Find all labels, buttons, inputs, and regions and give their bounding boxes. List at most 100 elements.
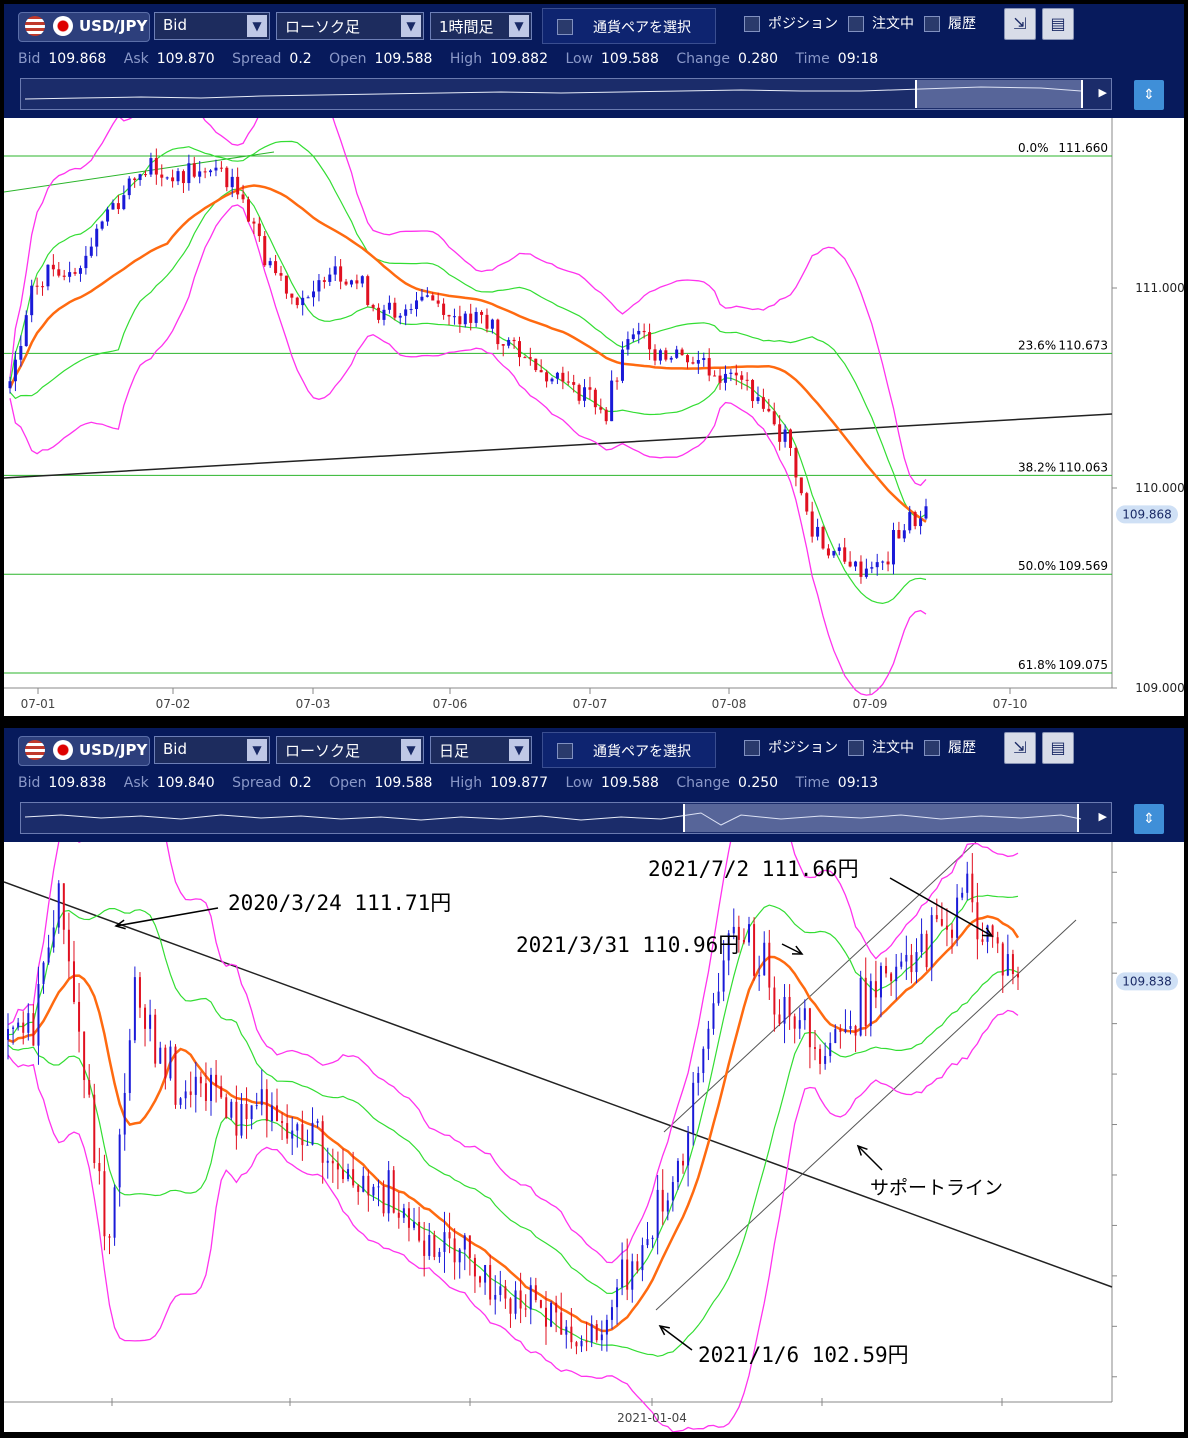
candle-body	[742, 939, 745, 943]
draw-tool-icon: ⇲	[1013, 738, 1027, 757]
candle-body	[241, 194, 245, 200]
pair-select-toggle[interactable]: 通貨ペアを選択	[542, 8, 716, 44]
play-icon[interactable]: ▶	[1098, 86, 1107, 99]
candle-body	[621, 1259, 624, 1288]
daily-chart-panel: USD/JPY Bid ▼ ローソク足 ▼ 日足 ▼ 通貨ペアを選択 ポジション…	[4, 728, 1184, 1432]
chart-tool-button[interactable]: ⇲	[1004, 8, 1036, 40]
currency-pair-button[interactable]: USD/JPY	[18, 12, 150, 42]
option-orders[interactable]: 注文中	[848, 13, 914, 33]
timeframe-select[interactable]: 日足 ▼	[430, 736, 532, 764]
option-orders[interactable]: 注文中	[848, 737, 914, 757]
candle-body	[402, 1208, 405, 1218]
annotation-arrow	[781, 943, 803, 955]
daily-chart-svg[interactable]: 109.838 2021-01-04 2020/3/24 111.71円 2021/3…	[4, 842, 1184, 1432]
candle-body	[653, 349, 657, 361]
chart-type-select[interactable]: ローソク足 ▼	[276, 12, 424, 40]
candle-body	[930, 915, 933, 968]
change-value: 0.250	[737, 775, 779, 791]
candle-body	[382, 1186, 385, 1214]
auto-scale-button[interactable]: ⇕	[1134, 804, 1164, 834]
candle-body	[773, 987, 776, 1015]
candle-body	[981, 939, 984, 942]
quote-key: High	[449, 51, 483, 67]
chart-settings-button[interactable]: ▤	[1042, 732, 1074, 764]
option-history[interactable]: 履歴	[924, 737, 976, 757]
candle-body	[19, 346, 23, 360]
navigator-window[interactable]	[683, 804, 1079, 832]
x-tick-label: 07-10	[993, 697, 1028, 711]
candle-body	[257, 223, 261, 237]
navigator-scrollbar[interactable]: ▶	[20, 78, 1112, 110]
candle-body	[778, 1014, 781, 1024]
auto-scale-button[interactable]: ⇕	[1134, 80, 1164, 110]
x-tick-label: 2021-01-04	[617, 1411, 687, 1425]
option-positions[interactable]: ポジション	[744, 737, 838, 757]
candle-body	[610, 380, 614, 422]
candle-body	[246, 199, 250, 222]
candle-body	[367, 1175, 370, 1196]
candle-body	[192, 163, 196, 177]
candle-body	[260, 1089, 263, 1106]
candle-body	[534, 358, 538, 371]
candle-body	[996, 937, 999, 944]
timeframe-select[interactable]: 1時間足 ▼	[430, 12, 532, 40]
price-type-value: Bid	[163, 740, 187, 758]
candle-body	[484, 1264, 487, 1283]
candle-body	[641, 1245, 644, 1271]
candle-body	[854, 1026, 857, 1036]
chart-settings-button[interactable]: ▤	[1042, 8, 1074, 40]
chart-type-select[interactable]: ローソク足 ▼	[276, 736, 424, 764]
jp-flag-icon	[53, 16, 73, 36]
fibonacci-label: 23.6%	[1018, 338, 1056, 352]
navigator-scrollbar[interactable]: ▶	[20, 802, 1112, 834]
price-type-select[interactable]: Bid ▼	[154, 736, 270, 764]
option-history[interactable]: 履歴	[924, 13, 976, 33]
candle-body	[133, 977, 136, 1041]
window-icon: ▤	[1050, 738, 1066, 757]
currency-pair-button[interactable]: USD/JPY	[18, 736, 150, 766]
hourly-chart-svg[interactable]: 0.0% 111.660 23.6% 110.673 38.2% 110.063 50.0%…	[4, 118, 1184, 716]
candle-body	[489, 1264, 492, 1300]
candle-body	[138, 977, 141, 1008]
candle-body	[585, 1340, 588, 1343]
candle-body	[816, 526, 820, 537]
candle-body	[524, 1308, 527, 1310]
candle-body	[666, 1200, 669, 1212]
current-price-tag	[1116, 505, 1178, 524]
candle-body	[859, 977, 862, 1036]
chart-tool-button[interactable]: ⇲	[1004, 732, 1036, 764]
quote-bar: Bid 109.868 Ask 109.870 Spread 0.2 Open 109.…	[18, 51, 891, 67]
candle-body	[331, 1160, 334, 1164]
annotation-label: サポートライン	[870, 1177, 1003, 1199]
candle-body	[113, 1187, 116, 1238]
candle-body	[377, 307, 381, 320]
hourly-chart-area[interactable]: 0.0% 111.660 23.6% 110.673 38.2% 110.063 50.0%…	[4, 118, 1184, 716]
candle-body	[616, 1287, 619, 1308]
candle-body	[507, 339, 511, 346]
candle-body	[322, 280, 326, 282]
checkbox-icon	[924, 740, 940, 756]
option-positions[interactable]: ポジション	[744, 13, 838, 33]
daily-chart-area[interactable]: 109.838 2021-01-04 2020/3/24 111.71円 2021/3…	[4, 842, 1184, 1432]
candle-body	[32, 1013, 35, 1046]
candle-body	[767, 408, 771, 412]
candle-body	[336, 1163, 339, 1170]
fibonacci-value: 109.075	[1058, 658, 1108, 672]
navigator-window[interactable]	[915, 80, 1083, 108]
pair-select-toggle[interactable]: 通貨ペアを選択	[542, 732, 716, 768]
candle-body	[512, 339, 516, 342]
candle-body	[523, 357, 527, 359]
checkbox-icon	[848, 16, 864, 32]
candle-body	[971, 873, 974, 903]
candle-body	[658, 350, 662, 361]
quote-key: Bid	[18, 775, 41, 791]
play-icon[interactable]: ▶	[1098, 810, 1107, 823]
candle-body	[783, 429, 787, 442]
price-type-select[interactable]: Bid ▼	[154, 12, 270, 40]
scale-icon: ⇕	[1143, 811, 1155, 827]
high-value: 109.877	[490, 775, 548, 791]
option-label: ポジション	[768, 740, 838, 756]
candle-body	[415, 300, 419, 310]
navigator-line	[24, 812, 1082, 826]
candle-body	[783, 996, 786, 1024]
